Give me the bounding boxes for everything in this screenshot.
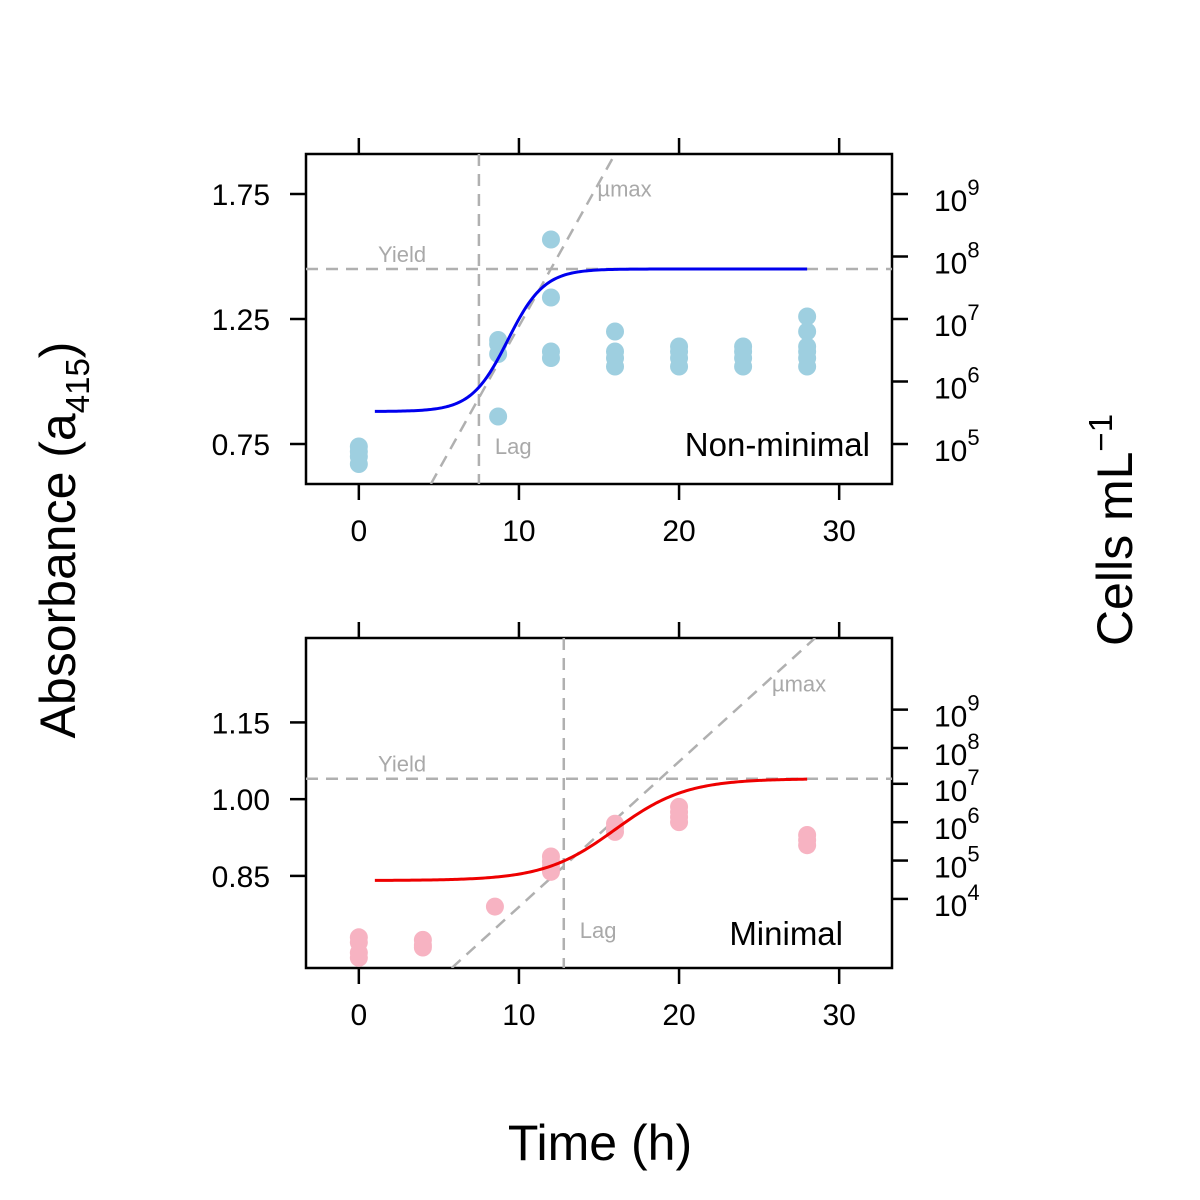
secondary-y-tick-label: 104	[934, 880, 980, 923]
panel-label: Minimal	[729, 915, 843, 952]
secondary-y-tick-label: 105	[934, 842, 980, 885]
secondary-y-axis-title: Cells mL−1	[1082, 414, 1143, 646]
data-point	[670, 813, 689, 832]
nonminimal-panel: 0 10 20 30 0.75 1.25 1.75 105 106 107 108 109 Yield L…	[212, 138, 980, 548]
y-axis-title-close: )	[30, 342, 86, 359]
yield-label: Yield	[378, 242, 426, 267]
secondary-y-tick-label: 108	[934, 238, 980, 281]
data-point	[485, 897, 504, 916]
data-point	[670, 357, 689, 376]
y-axis-title-main: Absorbance (a	[30, 413, 86, 738]
panel-label: Non-minimal	[685, 426, 870, 463]
x-tick-label: 0	[350, 999, 367, 1032]
data-point	[606, 322, 625, 341]
data-point	[734, 357, 753, 376]
secondary-y-tick-label: 107	[934, 765, 980, 808]
secondary-y-tick-label: 107	[934, 300, 980, 343]
y-tick-label: 0.75	[212, 429, 270, 462]
data-point	[541, 288, 560, 307]
x-tick-label: 10	[502, 999, 535, 1032]
x-tick-label: 20	[662, 999, 695, 1032]
umax-label: µmax	[772, 672, 826, 697]
x-tick-label: 30	[822, 515, 855, 548]
data-point	[798, 357, 817, 376]
y-tick-label: 1.00	[212, 784, 270, 817]
svg-text:Absorbance (a415): Absorbance (a415)	[30, 342, 96, 739]
secondary-y-tick-label: 106	[934, 803, 980, 846]
x-axis-title: Time (h)	[508, 1115, 692, 1171]
fitted-curve	[374, 777, 808, 882]
umax-line	[450, 638, 816, 968]
secondary-y-tick-label: 109	[934, 691, 980, 734]
x-tick-label: 20	[662, 515, 695, 548]
secondary-y-tick-label: 105	[934, 425, 980, 468]
yield-label: Yield	[378, 752, 426, 777]
y-axis-title-subscript: 415	[59, 358, 96, 413]
fitted-curve	[374, 267, 808, 413]
y-tick-label: 1.75	[212, 179, 270, 212]
secondary-y-tick-label: 108	[934, 729, 980, 772]
data-point	[798, 322, 817, 341]
data-point	[541, 230, 560, 249]
x-tick-label: 30	[822, 999, 855, 1032]
lag-label: Lag	[495, 434, 532, 459]
umax-label: µmax	[597, 177, 651, 202]
secondary-y-axis-title-superscript: −1	[1082, 414, 1119, 452]
y-tick-label: 1.15	[212, 707, 270, 740]
data-point	[489, 407, 508, 426]
umax-line	[429, 154, 617, 484]
secondary-y-tick-label: 106	[934, 363, 980, 406]
x-tick-label: 0	[350, 515, 367, 548]
secondary-y-axis-title-main: Cells mL	[1087, 452, 1143, 646]
data-point	[798, 307, 817, 326]
data-point	[798, 836, 817, 855]
x-tick-label: 10	[502, 515, 535, 548]
data-point	[349, 948, 368, 967]
y-tick-label: 0.85	[212, 861, 270, 894]
lag-label: Lag	[580, 918, 617, 943]
y-tick-label: 1.25	[212, 304, 270, 337]
secondary-y-tick-label: 109	[934, 175, 980, 218]
data-point	[349, 455, 368, 473]
y-axis-title: Absorbance (a415)	[30, 342, 96, 739]
data-point	[413, 938, 432, 957]
data-point	[541, 349, 560, 367]
svg-text:Cells mL−1: Cells mL−1	[1082, 414, 1143, 646]
data-point	[606, 357, 625, 376]
plot-frame	[304, 636, 894, 970]
